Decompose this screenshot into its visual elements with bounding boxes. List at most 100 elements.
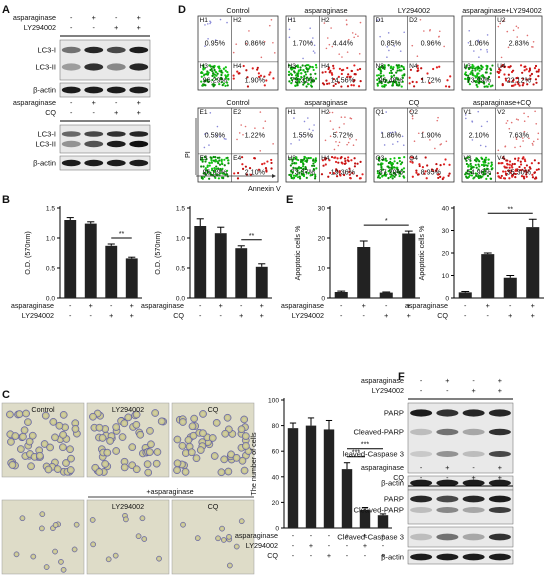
event-dot: [323, 22, 326, 24]
event-dot: [378, 159, 381, 162]
event-dot: [420, 77, 424, 81]
event-dot: [291, 171, 294, 174]
chart-b-cq: 0.00.51.01.5O.D. (570nm) **asparaginase - +…: [141, 206, 272, 320]
event-dot: [402, 67, 406, 71]
event-dot: [534, 110, 536, 113]
event-dot: [432, 169, 435, 173]
event-dot: [438, 30, 441, 33]
panel-f-label: F: [398, 371, 405, 383]
event-dot: [299, 160, 303, 163]
event-dot: [321, 71, 324, 74]
event-dot: [388, 49, 390, 52]
condition-label: LY294002: [22, 311, 54, 320]
quadrant-value: 8.95%: [421, 168, 442, 177]
event-dot: [340, 116, 343, 118]
cell: [199, 429, 207, 438]
event-dot: [420, 67, 423, 70]
event-dot: [270, 161, 273, 165]
event-dot: [213, 68, 216, 72]
cell: [52, 548, 58, 555]
condition-sign: +: [362, 301, 366, 310]
event-dot: [522, 140, 524, 142]
condition-sign: -: [199, 311, 202, 320]
cell: [143, 460, 152, 469]
event-dot: [523, 69, 526, 72]
condition-sign: -: [110, 301, 113, 310]
y-tick-label: 0.0: [46, 296, 55, 303]
cell: [220, 537, 227, 543]
quadrant-id: E3: [200, 155, 208, 162]
event-dot: [251, 67, 254, 70]
bar: [458, 292, 472, 298]
event-dot: [200, 165, 203, 168]
event-dot: [484, 71, 487, 74]
event-dot: [464, 71, 467, 74]
event-dot: [532, 140, 535, 143]
event-dot: [298, 139, 301, 141]
event-dot: [480, 68, 483, 71]
event-dot: [527, 115, 529, 118]
event-dot: [532, 144, 534, 146]
flow-plot-frame: [373, 15, 455, 91]
cell: [44, 465, 53, 474]
event-dot: [476, 68, 479, 71]
cell: [39, 511, 46, 518]
event-dot: [525, 164, 529, 167]
condition-sign: -: [69, 301, 72, 310]
cell: [181, 468, 190, 476]
blot-strip: [59, 155, 151, 171]
event-dot: [215, 173, 218, 176]
condition-label: asparaginase: [235, 531, 278, 540]
flow-plot-title: Control: [226, 98, 250, 107]
event-dot: [310, 81, 313, 84]
event-dot: [206, 169, 209, 172]
event-dot: [470, 65, 474, 69]
event-dot: [334, 82, 337, 86]
event-dot: [465, 176, 468, 179]
event-dot: [218, 67, 221, 70]
event-dot: [376, 82, 379, 85]
quadrant-id: Q2: [409, 109, 418, 116]
event-dot: [485, 68, 488, 71]
flow-plot: asparaginase+LY294002 U2 L3 U4 1.06% 2.83% 73.…: [461, 6, 543, 91]
event-dot: [482, 81, 485, 84]
band: [84, 140, 104, 148]
blot-condition-sign: -: [70, 108, 73, 117]
quadrant-id: E4: [233, 155, 241, 162]
event-dot: [218, 159, 221, 162]
event-dot: [298, 171, 301, 174]
event-dot: [376, 84, 379, 87]
band: [106, 131, 126, 137]
quadrant-value: 87.29%: [379, 168, 404, 177]
cell: [35, 451, 44, 460]
cell: [13, 551, 20, 558]
event-dot: [289, 72, 292, 75]
band: [436, 533, 459, 541]
event-dot: [211, 70, 214, 73]
event-dot: [515, 77, 518, 80]
event-dot: [204, 24, 206, 26]
band: [462, 409, 485, 417]
flow-plot: Control E1 E2 E3 E4 0.59% 1.22% 96.09% 2.10%: [197, 98, 279, 183]
event-dot: [338, 67, 342, 70]
cell: [144, 468, 153, 477]
band: [129, 131, 149, 137]
quadrant-id: H2: [321, 109, 330, 116]
y-axis-title: Apoptotic cells %: [293, 225, 302, 280]
event-dot: [514, 169, 517, 172]
event-dot: [296, 84, 299, 87]
event-dot: [486, 167, 489, 171]
event-dot: [525, 171, 528, 174]
event-dot: [315, 66, 318, 69]
event-dot: [465, 159, 468, 162]
event-dot: [384, 84, 387, 87]
event-dot: [331, 111, 334, 114]
event-dot: [202, 172, 205, 175]
event-dot: [472, 74, 475, 77]
event-dot: [471, 63, 474, 67]
event-dot: [478, 80, 481, 84]
blot-condition-sign: -: [472, 376, 475, 385]
event-dot: [394, 131, 397, 133]
event-dot: [411, 80, 414, 83]
event-dot: [335, 140, 337, 143]
